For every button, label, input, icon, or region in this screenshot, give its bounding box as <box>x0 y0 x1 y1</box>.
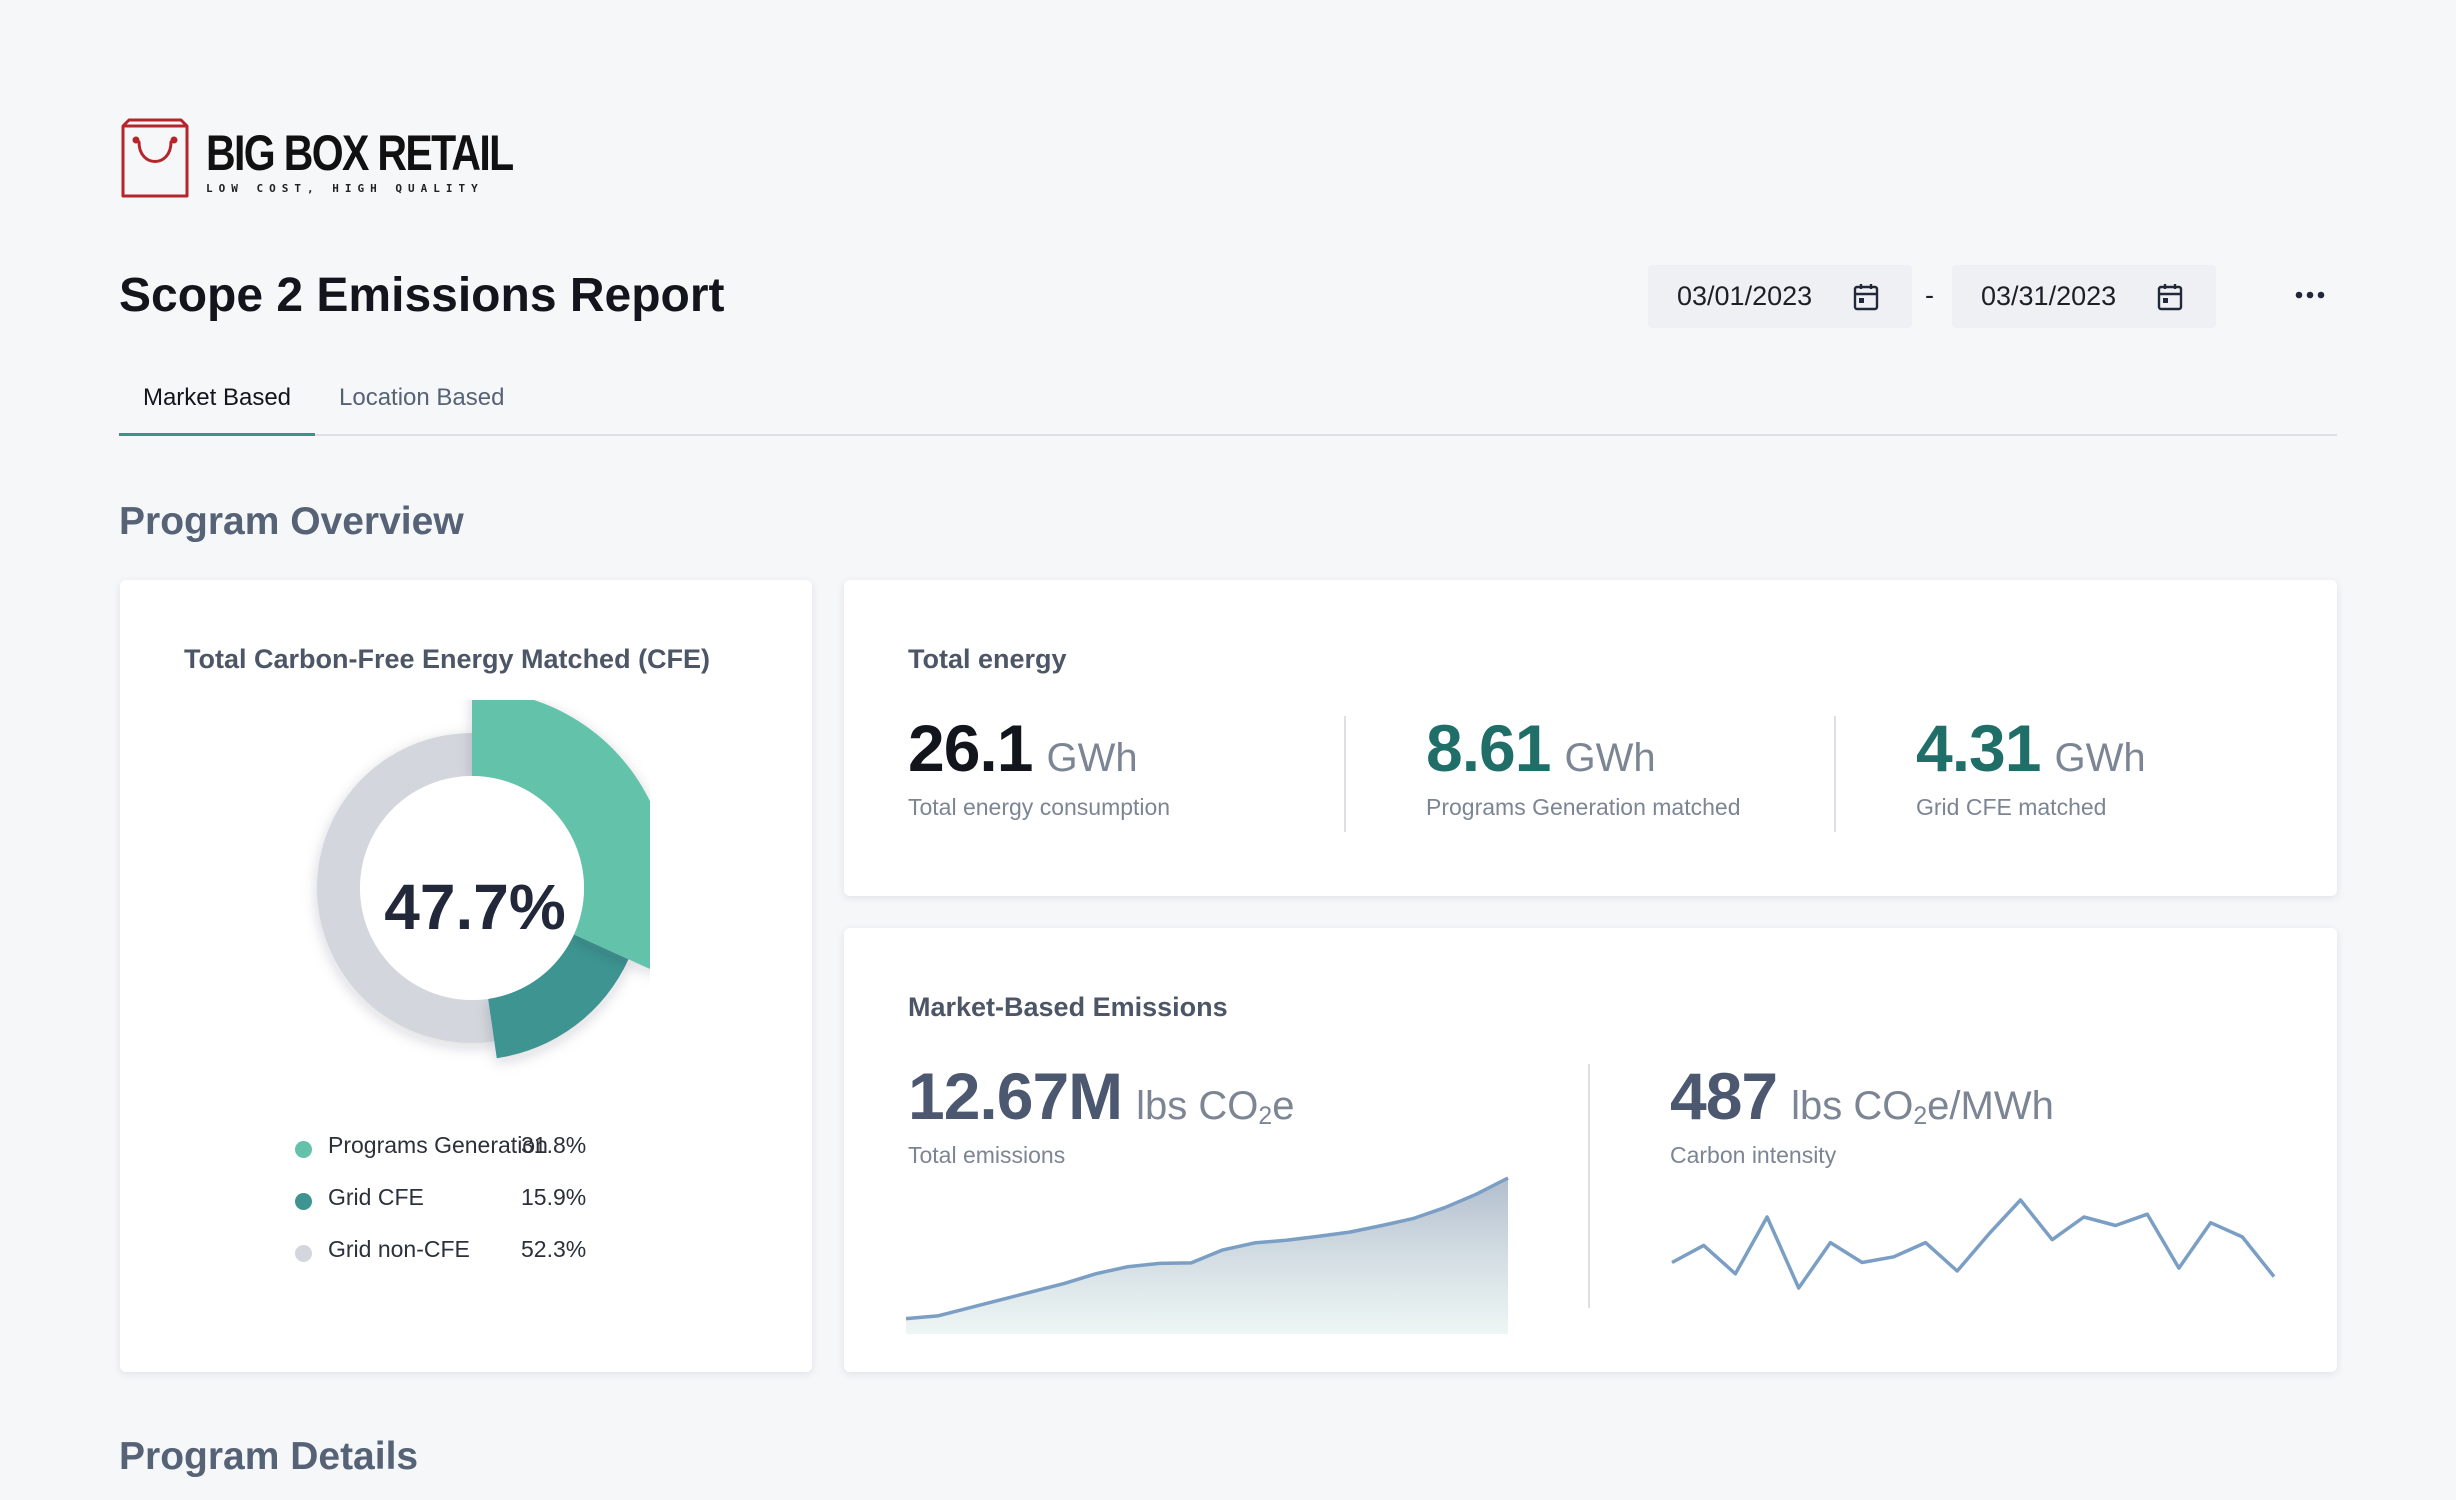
carbon-intensity-metric: 487 lbs CO2e/MWh Carbon intensity <box>1670 1058 2054 1169</box>
legend-label: Programs Generation <box>328 1132 548 1158</box>
total-energy-card: Total energy 26.1 GWh Total energy consu… <box>844 580 2337 896</box>
legend-item-grid-cfe: Grid CFE 15.9% <box>293 1184 653 1236</box>
legend-swatch <box>295 1245 312 1262</box>
report-tabs: Market Based Location Based <box>119 360 2337 436</box>
end-date-value: 03/31/2023 <box>1981 281 2117 311</box>
total-emissions-metric: 12.67M lbs CO2e Total emissions <box>908 1058 1294 1169</box>
calendar-icon[interactable] <box>1853 283 1879 311</box>
start-date-value: 03/01/2023 <box>1677 281 1813 311</box>
donut-slice-grid-cfe <box>488 934 629 1059</box>
legend-value: 52.3% <box>521 1236 587 1262</box>
emissions-trend-chart <box>905 1176 1509 1334</box>
date-range-separator: - <box>1925 280 1934 310</box>
legend-value: 31.8% <box>521 1132 587 1158</box>
brand-logo[interactable]: BIG BOX RETAIL LOW COST, HIGH QUALITY <box>119 118 580 200</box>
metric-unit: GWh <box>1564 736 1656 780</box>
emissions-card-title: Market-Based Emissions <box>908 992 1228 1022</box>
metric-value: 487 <box>1670 1059 1778 1133</box>
metric-unit: lbs CO2e/MWh <box>1791 1084 2054 1130</box>
metric-value: 26.1 <box>908 711 1033 785</box>
legend-swatch <box>295 1141 312 1158</box>
donut-slice-programs-generation <box>472 700 650 970</box>
brand-name: BIG BOX RETAIL <box>206 125 514 181</box>
metric-label: Carbon intensity <box>1670 1142 1837 1168</box>
metric-value: 8.61 <box>1426 711 1551 785</box>
more-options-button[interactable] <box>2280 270 2340 320</box>
brand-tagline: LOW COST, HIGH QUALITY <box>206 182 484 195</box>
metric-value: 12.67M <box>908 1059 1123 1133</box>
metric-label: Total emissions <box>908 1142 1066 1168</box>
legend-value: 15.9% <box>521 1184 587 1210</box>
metric-unit: lbs CO2e <box>1136 1084 1295 1130</box>
metric-label: Programs Generation matched <box>1426 794 1741 820</box>
total-energy-title: Total energy <box>908 644 1067 674</box>
emissions-area-fill <box>906 1178 1508 1334</box>
total-energy-consumption-metric: 26.1 GWh Total energy consumption <box>908 710 1170 821</box>
carbon-intensity-trend-chart <box>1671 1198 2276 1290</box>
donut-slice-grid-non-cfe <box>317 733 495 1043</box>
metric-label: Total energy consumption <box>908 794 1171 820</box>
metric-unit: GWh <box>1046 736 1138 780</box>
legend-swatch <box>295 1193 312 1210</box>
market-based-emissions-card: Market-Based Emissions 12.67M lbs CO2e T… <box>844 928 2337 1372</box>
metric-unit: GWh <box>2054 736 2146 780</box>
metric-value: 4.31 <box>1916 711 2041 785</box>
legend-label: Grid non-CFE <box>328 1236 470 1262</box>
legend-item-grid-non-cfe: Grid non-CFE 52.3% <box>293 1236 653 1288</box>
tab-location-based[interactable]: Location Based <box>339 384 505 411</box>
shopping-bag-icon <box>121 118 189 198</box>
divider <box>1344 716 1346 832</box>
cfe-percent-value: 47.7% <box>384 871 566 943</box>
end-date-picker[interactable]: 03/31/2023 <box>1952 265 2216 328</box>
programs-generation-matched-metric: 8.61 GWh Programs Generation matched <box>1426 710 1741 821</box>
cfe-legend: Programs Generation 31.8% Grid CFE 15.9%… <box>293 1132 653 1288</box>
cfe-card: Total Carbon-Free Energy Matched (CFE) 4… <box>120 580 812 1372</box>
emissions-trend-line <box>905 1176 1509 1321</box>
cfe-donut-chart <box>317 700 650 1059</box>
start-date-picker[interactable]: 03/01/2023 <box>1648 265 1912 328</box>
page-title: Scope 2 Emissions Report <box>119 269 725 322</box>
tab-market-based[interactable]: Market Based <box>119 384 315 436</box>
carbon-intensity-line <box>1671 1198 2276 1290</box>
legend-item-programs-generation: Programs Generation 31.8% <box>293 1132 653 1184</box>
divider <box>1834 716 1836 832</box>
donut-hole <box>360 776 584 1000</box>
program-overview-heading: Program Overview <box>119 500 464 543</box>
calendar-icon[interactable] <box>2157 283 2183 311</box>
grid-cfe-matched-metric: 4.31 GWh Grid CFE matched <box>1916 710 2146 821</box>
cfe-card-title: Total Carbon-Free Energy Matched (CFE) <box>184 644 711 674</box>
program-details-heading: Program Details <box>119 1435 419 1478</box>
legend-label: Grid CFE <box>328 1184 424 1210</box>
divider <box>1588 1064 1590 1308</box>
metric-label: Grid CFE matched <box>1916 794 2107 820</box>
more-horizontal-icon <box>2295 291 2325 299</box>
